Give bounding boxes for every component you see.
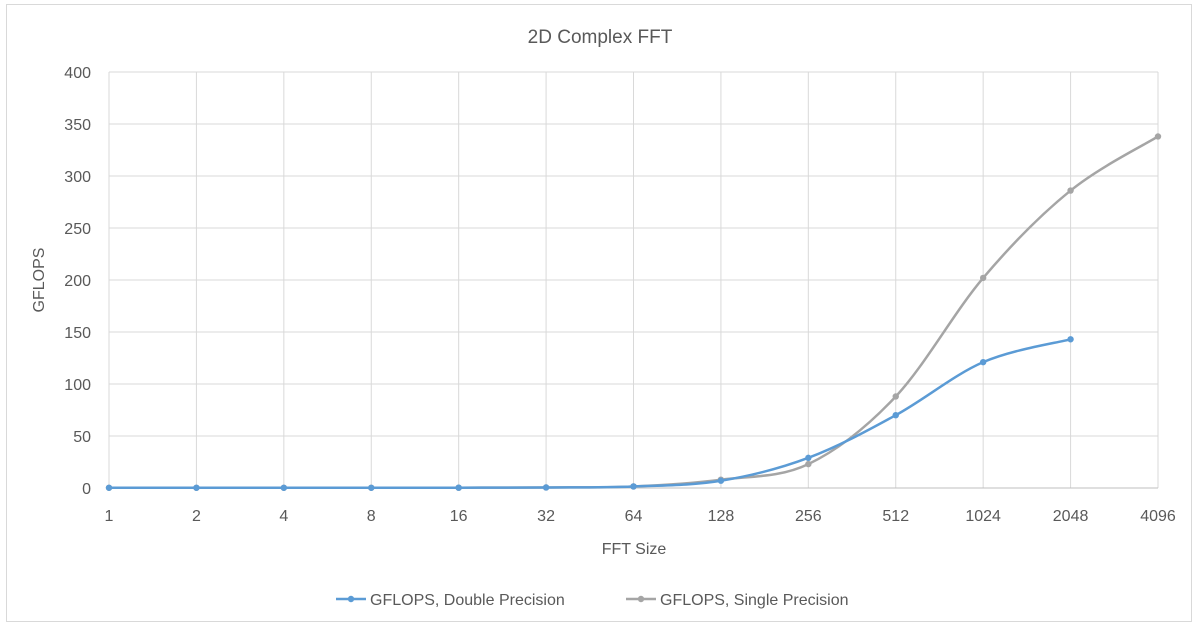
y-tick-label: 250 <box>64 221 91 238</box>
chart-frame <box>6 4 1192 622</box>
y-tick-label: 50 <box>73 429 91 446</box>
gridlines <box>108 71 1159 489</box>
x-axis-title: FFT Size <box>602 541 667 558</box>
legend-item: GFLOPS, Single Precision <box>626 592 849 609</box>
data-point <box>892 412 899 419</box>
x-tick-label: 2 <box>192 508 201 525</box>
data-point <box>105 484 113 491</box>
data-point <box>280 484 288 491</box>
series-lines <box>105 133 1162 491</box>
data-point <box>717 477 725 484</box>
y-tick-label: 350 <box>64 117 91 134</box>
data-point <box>455 484 462 491</box>
y-tick-label: 0 <box>82 481 91 498</box>
data-point <box>1067 187 1074 194</box>
x-tick-label: 32 <box>537 508 555 525</box>
x-tick-labels: 1 2 4 8 16 32 64 128 256 512 1024 2048 4096 <box>105 508 1176 525</box>
legend: GFLOPS, Double Precision GFLOPS, Single P… <box>336 592 849 609</box>
x-tick-label: 4 <box>279 508 288 525</box>
x-tick-label: 1024 <box>965 508 1001 525</box>
data-point <box>630 483 637 490</box>
series-double-precision <box>105 336 1074 491</box>
series-line <box>107 338 1072 490</box>
x-tick-label: 8 <box>367 508 376 525</box>
x-tick-label: 64 <box>625 508 643 525</box>
data-point <box>892 393 899 400</box>
data-point <box>805 454 812 462</box>
x-tick-label: 4096 <box>1140 508 1176 525</box>
legend-label: GFLOPS, Single Precision <box>660 592 849 609</box>
y-tick-label: 400 <box>64 65 91 82</box>
x-tick-label: 16 <box>450 508 468 525</box>
data-point <box>1154 133 1162 140</box>
y-tick-label: 300 <box>64 169 91 186</box>
data-point <box>805 460 812 468</box>
legend-swatch-marker <box>347 595 355 603</box>
y-tick-label: 150 <box>64 325 91 342</box>
x-tick-label: 2048 <box>1053 508 1089 525</box>
legend-swatch-marker <box>637 595 645 603</box>
data-point <box>193 484 200 491</box>
chart-title: 2D Complex FFT <box>528 27 673 48</box>
y-tick-labels: 0 50 100 150 200 250 300 350 400 <box>64 65 91 498</box>
x-tick-label: 256 <box>795 508 822 525</box>
x-tick-label: 512 <box>882 508 909 525</box>
x-tick-label: 128 <box>708 508 735 525</box>
x-tick-label: 1 <box>105 508 114 525</box>
legend-label: GFLOPS, Double Precision <box>370 592 565 609</box>
y-axis-title: GFLOPS <box>31 248 48 313</box>
data-point <box>979 358 987 366</box>
y-tick-label: 100 <box>64 377 91 394</box>
data-point <box>1067 336 1074 343</box>
data-point <box>368 484 375 491</box>
data-point <box>979 274 987 282</box>
data-point <box>542 484 550 491</box>
legend-item: GFLOPS, Double Precision <box>336 592 565 609</box>
y-tick-label: 200 <box>64 273 91 290</box>
